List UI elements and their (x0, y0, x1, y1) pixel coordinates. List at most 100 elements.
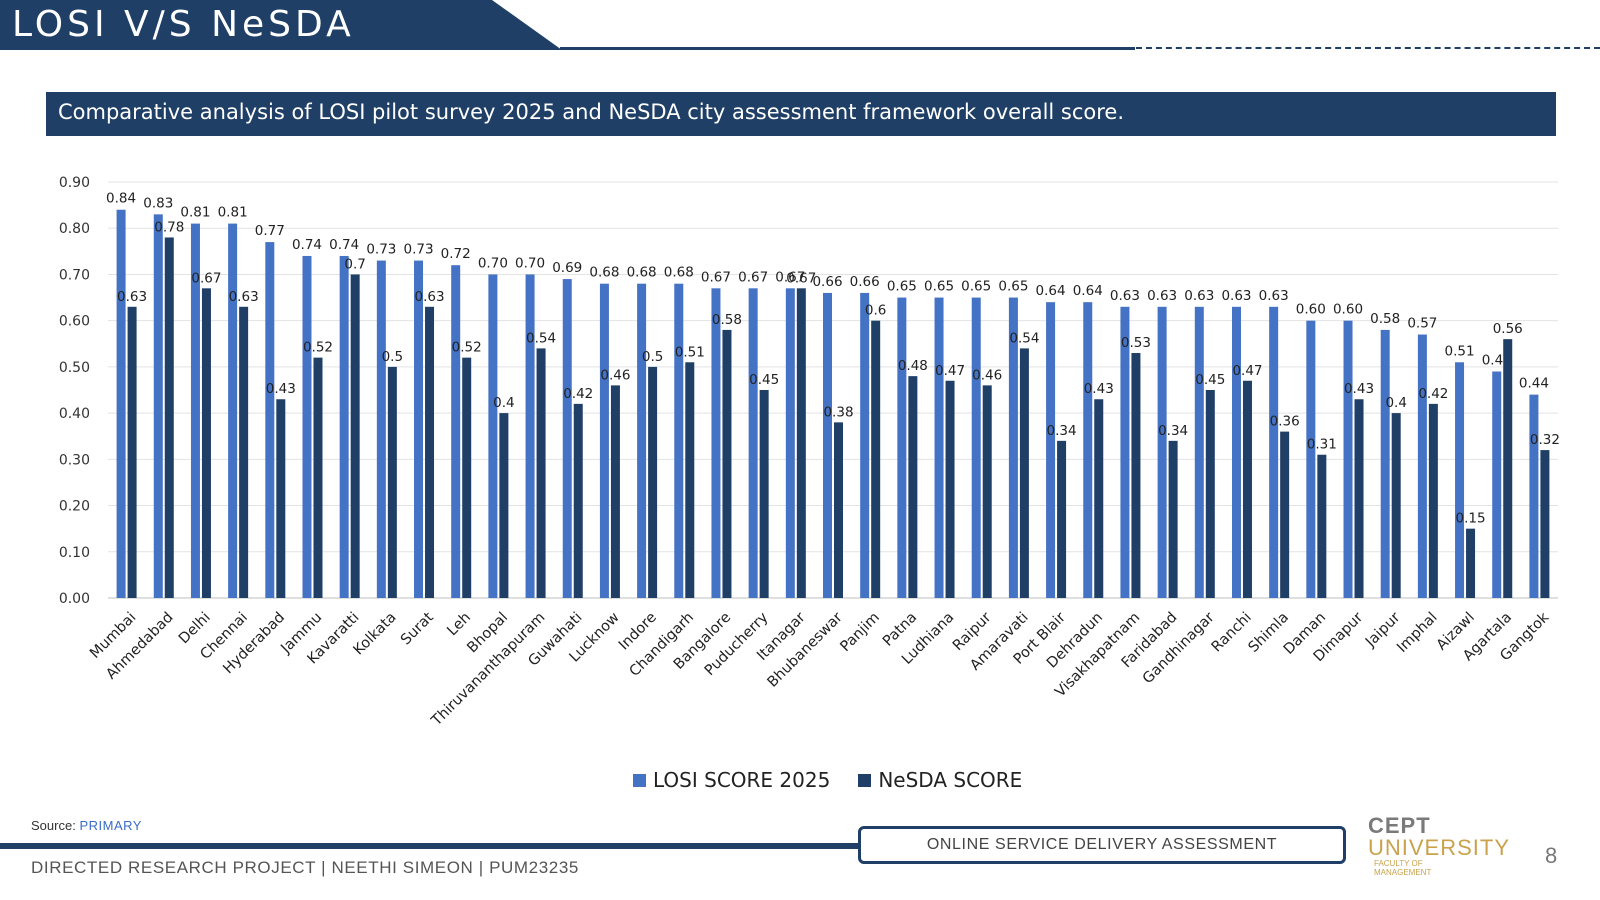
bar-losi (451, 265, 461, 598)
bar-losi (339, 255, 349, 598)
bar-nesda (945, 380, 955, 598)
source-value: PRIMARY (79, 818, 142, 833)
data-label-nesda: 0.4 (493, 395, 514, 411)
data-label-losi: 0.63 (1110, 288, 1140, 304)
data-label-losi: 0.44 (1519, 376, 1549, 392)
data-label-losi: 0.73 (366, 242, 396, 258)
bar-chart: 0.00 0.10 0.20 0.30 0.40 0.50 0.60 0.70 0.80 0.90… (59, 175, 1560, 730)
data-label-nesda: 0.48 (898, 358, 928, 374)
bar-losi (562, 279, 572, 598)
data-label-losi: 0.81 (218, 205, 248, 221)
data-label-nesda: 0.42 (1418, 386, 1448, 402)
bar-nesda (1466, 528, 1476, 598)
bar-nesda (1391, 413, 1401, 598)
data-label-losi: 0.69 (552, 260, 582, 276)
data-label-nesda: 0.54 (526, 330, 556, 346)
data-label-losi: 0.60 (1333, 302, 1363, 318)
data-label-nesda: 0.51 (675, 344, 705, 360)
data-label-nesda: 0.5 (382, 349, 403, 365)
bar-losi (1417, 334, 1427, 598)
data-label-nesda: 0.43 (1344, 381, 1374, 397)
data-label-nesda: 0.46 (600, 367, 630, 383)
data-label-nesda: 0.42 (563, 386, 593, 402)
bar-losi (190, 223, 200, 598)
bar-losi (1492, 371, 1502, 598)
bar-nesda (536, 348, 546, 598)
bar-losi (1157, 306, 1167, 598)
data-label-losi: 0.67 (775, 269, 805, 285)
data-label-nesda: 0.45 (749, 372, 779, 388)
bar-nesda (164, 237, 174, 598)
bar-losi (265, 242, 275, 599)
y-tick-label: 0.60 (59, 314, 90, 330)
bar-nesda (1168, 440, 1178, 598)
footer-badge: ONLINE SERVICE DELIVERY ASSESSMENT (858, 826, 1346, 864)
y-tick-label: 0.00 (59, 591, 90, 607)
bar-losi (414, 260, 424, 598)
bar-nesda (1019, 348, 1029, 598)
bar-nesda (871, 320, 881, 598)
data-label-losi: 0.68 (589, 265, 619, 281)
bar-nesda (982, 385, 992, 598)
data-label-losi: 0.68 (627, 265, 657, 281)
bar-nesda (201, 288, 211, 598)
data-label-nesda: 0.32 (1530, 432, 1560, 448)
bar-losi (934, 297, 944, 598)
bar-losi (376, 260, 386, 598)
x-tick-label: Ranchi (1209, 610, 1255, 656)
cept-logo: CEPT UNIVERSITY FACULTY OF MANAGEMENT (1368, 815, 1511, 878)
data-label-losi: 0.66 (850, 274, 880, 290)
data-label-nesda: 0.7 (344, 256, 365, 272)
y-tick-label: 0.20 (59, 499, 90, 515)
data-label-losi: 0.60 (1296, 302, 1326, 318)
bar-losi (488, 274, 498, 598)
data-label-losi: 0.74 (329, 237, 359, 253)
bar-losi (711, 288, 721, 598)
legend-item-nesda: NeSDA SCORE (858, 768, 1022, 792)
data-label-losi: 0.63 (1147, 288, 1177, 304)
bar-nesda (834, 422, 843, 598)
data-label-losi: 0.68 (664, 265, 694, 281)
data-label-nesda: 0.47 (935, 363, 965, 379)
bar-nesda (1428, 403, 1438, 598)
data-label-losi: 0.64 (1036, 283, 1066, 299)
data-label-nesda: 0.43 (1084, 381, 1114, 397)
bar-losi (971, 297, 981, 598)
legend-label-nesda: NeSDA SCORE (878, 768, 1023, 792)
data-label-nesda: 0.63 (229, 289, 259, 305)
logo-line2: UNIVERSITY (1368, 835, 1511, 860)
source-note: Source: PRIMARY (31, 818, 142, 833)
bar-nesda (648, 366, 658, 598)
x-tick-label: Surat (398, 609, 437, 648)
data-label-losi: 0.65 (887, 279, 917, 295)
data-label-losi: 0.63 (1221, 288, 1251, 304)
bar-losi (897, 297, 907, 598)
bar-losi (228, 223, 238, 598)
bar-losi (116, 209, 126, 598)
legend-label-losi: LOSI SCORE 2025 (653, 768, 831, 792)
x-tick-label: Ahmedabad (103, 610, 176, 683)
data-label-nesda: 0.63 (414, 289, 444, 305)
data-label-losi: 0.70 (515, 255, 545, 271)
bar-losi (785, 288, 795, 598)
data-label-losi: 0.64 (1073, 283, 1103, 299)
bar-losi (1380, 329, 1390, 598)
data-label-losi: 0.58 (1370, 311, 1400, 327)
data-label-losi: 0.73 (403, 242, 433, 258)
bar-nesda (1057, 440, 1067, 598)
y-tick-label: 0.30 (59, 452, 90, 468)
data-label-nesda: 0.36 (1270, 414, 1300, 430)
bar-nesda (1205, 390, 1215, 598)
data-label-losi: 0.63 (1259, 288, 1289, 304)
subtitle-bar (46, 92, 1556, 136)
bar-losi (1529, 394, 1539, 598)
bar-losi (1269, 306, 1279, 598)
data-label-losi: 0.84 (106, 191, 136, 207)
footer-project-text: DIRECTED RESEARCH PROJECT | NEETHI SIMEO… (31, 858, 579, 877)
legend-swatch-nesda (858, 773, 872, 787)
bar-nesda (1242, 380, 1252, 598)
data-label-losi: 0.66 (812, 274, 842, 290)
bar-nesda (610, 385, 620, 598)
bar-nesda (722, 329, 732, 598)
legend-swatch-losi (633, 773, 646, 787)
